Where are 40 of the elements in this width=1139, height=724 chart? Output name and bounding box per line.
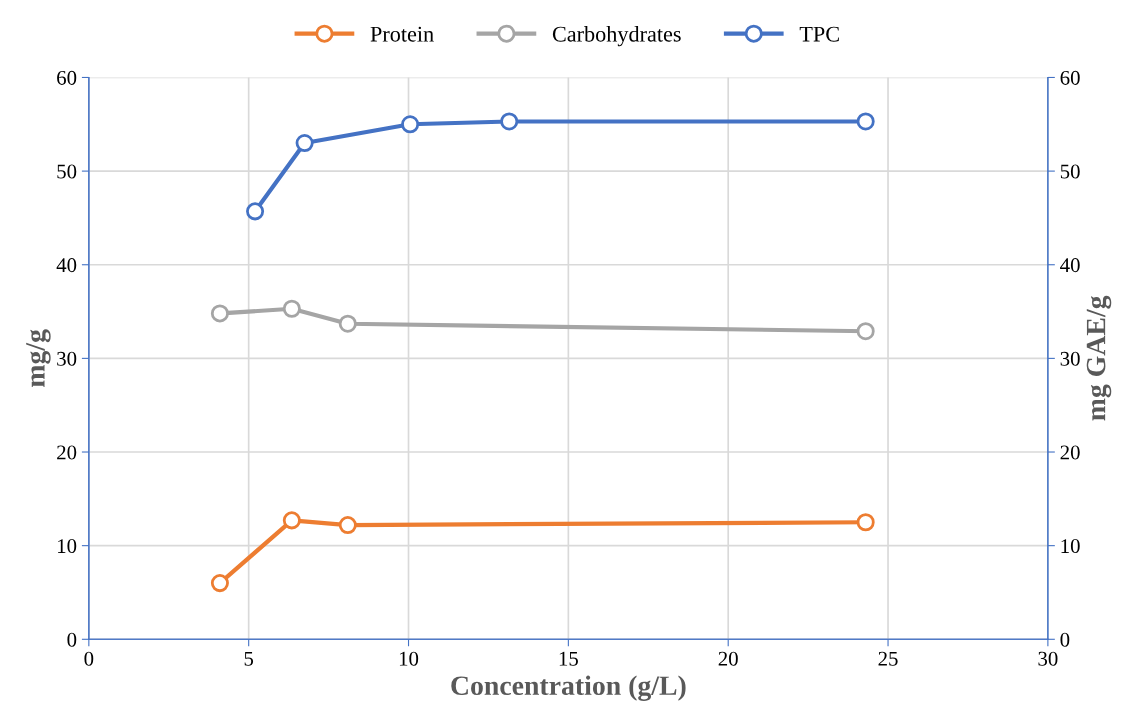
y-tick-label: 50 [57, 164, 77, 179]
point [210, 574, 229, 593]
point [282, 299, 301, 318]
x-tick-label: 30 [1038, 651, 1058, 666]
point [856, 513, 875, 532]
legend-label: Carbohydrates [552, 26, 681, 47]
point [210, 304, 229, 323]
y2-axis-title: mg GAE/g [1086, 295, 1112, 421]
y-tick-label: 40 [56, 258, 77, 273]
y2-tick-label: 60 [1060, 70, 1080, 85]
y-tick-label: 0 [67, 632, 77, 647]
y-axis-title: mg/g [26, 329, 51, 387]
x-tick-label: 15 [559, 651, 578, 666]
point [500, 112, 519, 131]
point [295, 133, 314, 153]
y2-tick-label: 50 [1060, 164, 1080, 179]
x-tick-label: 25 [878, 651, 898, 666]
y-tick-label: 20 [57, 445, 77, 460]
x-axis-title: Concentration (g/L) [451, 675, 686, 701]
y2-tick-label: 40 [1060, 258, 1080, 273]
y-tick-label: 10 [58, 539, 77, 554]
point [856, 112, 875, 131]
x-tick-label: 10 [399, 651, 419, 666]
point [282, 511, 301, 530]
point [246, 202, 265, 221]
point [338, 516, 357, 535]
y2-tick-label: 0 [1060, 632, 1070, 647]
x-tick-label: 5 [244, 651, 254, 666]
y2-tick-label: 20 [1060, 445, 1080, 460]
x-tick-label: 0 [84, 651, 94, 666]
legend-label: TPC [799, 26, 839, 42]
point [856, 322, 875, 341]
legend-label: Protein [370, 26, 434, 42]
x-tick-label: 20 [718, 651, 738, 666]
y-tick-label: 30 [57, 351, 77, 366]
y-tick-label: 60 [57, 70, 77, 85]
y2-tick-label: 10 [1061, 539, 1080, 554]
point [338, 314, 357, 333]
y2-tick-label: 30 [1060, 351, 1080, 366]
point [401, 115, 420, 134]
